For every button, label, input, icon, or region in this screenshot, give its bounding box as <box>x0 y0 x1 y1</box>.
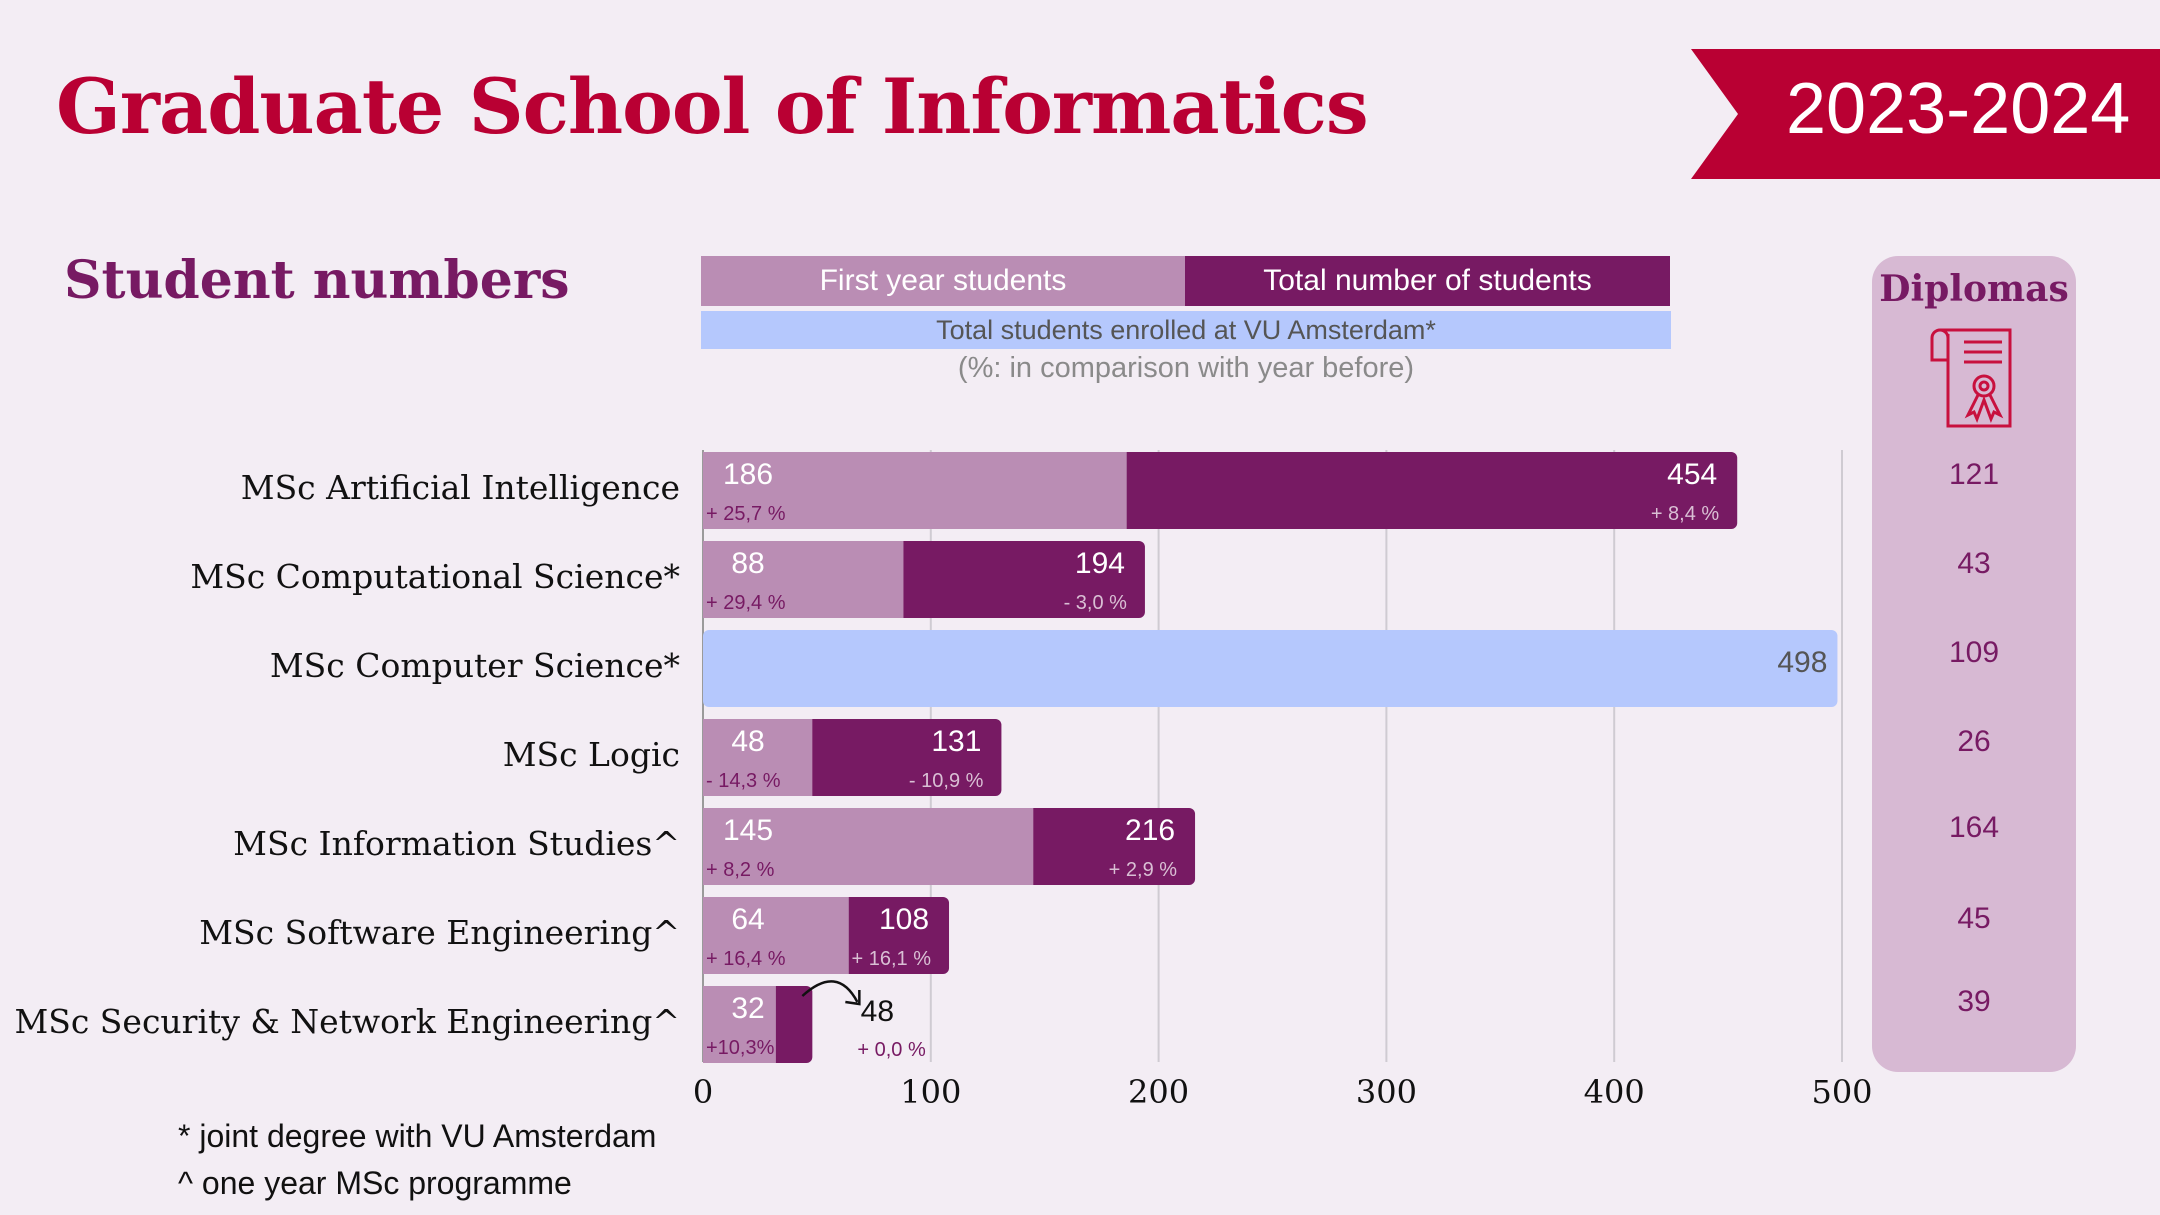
diploma-certificate-icon <box>1930 328 2012 428</box>
category-label: MSc Information Studies^ <box>233 824 680 863</box>
bar-first-year <box>703 541 904 618</box>
x-tick-label: 500 <box>1811 1073 1872 1111</box>
bar-value-label: 48 <box>731 725 764 758</box>
footnote-one-year: ^ one year MSc programme <box>178 1165 572 1201</box>
bar-value-label: 145 <box>723 814 773 847</box>
year-label: 2023-2024 <box>1786 69 2131 149</box>
legend-total-label: Total number of students <box>1263 264 1592 297</box>
bar-value-label: 194 <box>1075 547 1125 580</box>
x-tick-label: 200 <box>1128 1073 1189 1111</box>
x-tick-label: 0 <box>693 1073 713 1111</box>
bar-value-label: 88 <box>731 547 764 580</box>
diploma-value: 39 <box>1957 985 1991 1018</box>
legend-note: (%: in comparison with year before) <box>957 352 1415 384</box>
bar-change-label: + 8,4 % <box>1651 503 1720 525</box>
bar-value-label: 64 <box>731 903 764 936</box>
category-label: MSc Security & Network Engineering^ <box>14 1002 680 1041</box>
bar-value-label: 48 <box>861 995 894 1028</box>
bar-value-label: 454 <box>1667 458 1717 491</box>
bar-change-label: + 25,7 % <box>706 503 786 525</box>
bar-change-label: + 0,0 % <box>857 1039 926 1061</box>
category-label: MSc Computer Science* <box>269 646 680 685</box>
category-label: MSc Logic <box>502 735 680 774</box>
diploma-value: 164 <box>1948 811 2000 844</box>
bar-change-label: + 16,1 % <box>852 948 932 970</box>
bar-value-label: 498 <box>1777 646 1827 679</box>
bar-change-label: - 10,9 % <box>909 770 984 792</box>
bar-change-label: - 3,0 % <box>1064 592 1128 614</box>
footnote-joint-degree: * joint degree with VU Amsterdam <box>178 1118 657 1154</box>
bar-value-label: 108 <box>879 903 929 936</box>
x-tick-label: 300 <box>1356 1073 1417 1111</box>
bar-change-label: + 29,4 % <box>706 592 786 614</box>
bar-first-year <box>703 986 776 1063</box>
bar-value-label: 186 <box>723 458 773 491</box>
arrowhead-icon <box>845 990 861 1006</box>
page-title: Graduate School of Informatics <box>56 62 1369 151</box>
section-title: Student numbers <box>64 250 570 311</box>
bar-first-year <box>703 452 1127 529</box>
diplomas-panel <box>1872 256 2076 1072</box>
bar-change-label: + 8,2 % <box>706 859 775 881</box>
category-label: MSc Computational Science* <box>190 557 680 596</box>
legend-total: Total number of students <box>1185 256 1670 306</box>
diploma-value: 26 <box>1957 725 1991 758</box>
diploma-value: 45 <box>1957 902 1991 935</box>
bar-value-label: 131 <box>931 725 981 758</box>
diplomas-title: Diplomas <box>1879 268 2069 310</box>
category-label: MSc Artificial Intelligence <box>240 468 680 507</box>
category-label: MSc Software Engineering^ <box>199 913 680 952</box>
bar-change-label: - 14,3 % <box>706 770 781 792</box>
bar-vu-total <box>703 630 1838 707</box>
legend-vu-total-label: Total students enrolled at VU Amsterdam* <box>936 314 1436 345</box>
legend-first-year-label: First year students <box>819 264 1067 297</box>
diploma-value: 121 <box>1948 458 2000 491</box>
bar-value-label: 32 <box>731 992 764 1025</box>
bar-change-label: +10,3% <box>706 1037 775 1059</box>
x-tick-label: 100 <box>900 1073 961 1111</box>
bar-change-label: + 16,4 % <box>706 948 786 970</box>
diploma-value: 109 <box>1948 636 2000 669</box>
year-banner <box>1691 49 2160 179</box>
x-tick-label: 400 <box>1584 1073 1645 1111</box>
bar-value-label: 216 <box>1125 814 1175 847</box>
curved-arrow-icon <box>801 980 859 1003</box>
bar-first-year <box>703 719 813 796</box>
bar-first-year <box>703 808 1034 885</box>
legend-vu-total: Total students enrolled at VU Amsterdam* <box>701 311 1671 349</box>
bar-change-label: + 2,9 % <box>1109 859 1178 881</box>
legend-first-year: First year students <box>701 256 1185 306</box>
bar-first-year <box>703 897 849 974</box>
diploma-value: 43 <box>1957 547 1991 580</box>
